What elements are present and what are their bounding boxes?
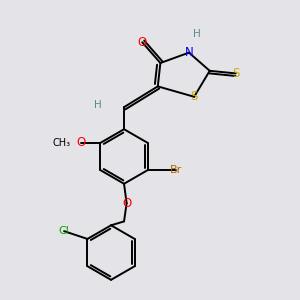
Text: O: O <box>76 136 86 149</box>
Text: O: O <box>138 36 147 49</box>
Text: CH₃: CH₃ <box>52 138 70 148</box>
Text: H: H <box>94 100 102 110</box>
Text: S: S <box>190 90 198 103</box>
Text: S: S <box>232 67 239 80</box>
Text: Cl: Cl <box>58 226 70 236</box>
Text: Br: Br <box>170 165 182 175</box>
Text: O: O <box>122 197 131 210</box>
Text: H: H <box>193 29 201 40</box>
Text: N: N <box>184 46 193 59</box>
